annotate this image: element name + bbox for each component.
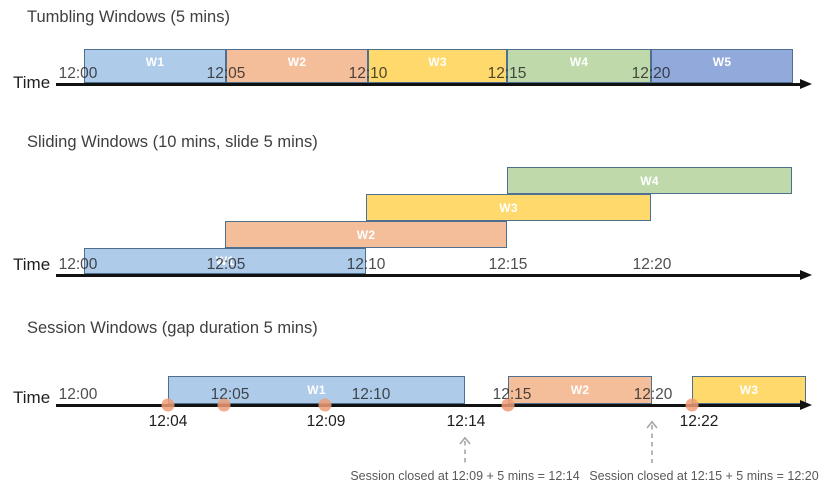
window-w3: W3: [368, 49, 507, 83]
window-w2: W2: [225, 221, 507, 248]
time-tick-label: 12:00: [58, 385, 98, 403]
event-dot: [318, 398, 332, 412]
window-label: W4: [569, 55, 589, 69]
window-label: W1: [145, 55, 165, 69]
time-tick-label: 12:05: [206, 255, 246, 273]
window-label: W2: [356, 227, 376, 242]
time-tick-label: 12:10: [348, 64, 388, 82]
event-time-label: 12:09: [306, 413, 346, 430]
window-w3: W3: [366, 194, 651, 221]
time-tick-label: 12:20: [631, 64, 671, 82]
time-tick-label: 12:00: [58, 64, 98, 82]
window-label: W2: [287, 55, 307, 69]
dashed-up-arrow-icon: [459, 436, 471, 463]
window-w1: W1: [84, 49, 226, 83]
window-w2: W2: [508, 376, 652, 404]
window-label: W3: [499, 200, 518, 215]
event-time-label: 12:14: [446, 413, 486, 430]
event-dot: [161, 398, 175, 412]
section-title: Session Windows (gap duration 5 mins): [27, 319, 318, 337]
window-w2: W2: [226, 49, 368, 83]
event-time-label: 12:04: [148, 413, 188, 430]
time-tick-label: 12:20: [633, 385, 673, 403]
window-w1: W1: [168, 376, 465, 404]
event-time-label: 12:22: [679, 413, 719, 430]
time-axis-line: [56, 274, 800, 277]
dashed-up-arrow-icon: [646, 420, 658, 463]
window-w4: W4: [507, 167, 792, 194]
time-tick-label: 12:10: [351, 385, 391, 403]
event-dot: [217, 398, 231, 412]
time-tick-label: 12:00: [58, 255, 98, 273]
time-tick-label: 12:15: [488, 255, 528, 273]
axis-arrowhead-icon: [800, 270, 812, 281]
time-axis-line: [56, 83, 800, 86]
time-axis-label: Time: [13, 388, 51, 407]
window-label: W3: [428, 55, 447, 69]
window-label: W3: [739, 383, 759, 397]
window-label: W1: [215, 254, 235, 268]
section-title: Tumbling Windows (5 mins): [27, 8, 230, 26]
event-dot: [685, 398, 699, 412]
time-tick-label: 12:15: [492, 385, 532, 403]
time-axis-line: [56, 404, 800, 407]
window-w1: W1: [84, 248, 366, 274]
axis-arrowhead-icon: [800, 79, 812, 90]
event-dot: [501, 398, 515, 412]
time-tick-label: 12:05: [210, 385, 250, 403]
time-tick-label: 12:20: [632, 255, 672, 273]
window-label: W5: [712, 55, 732, 69]
section-title: Sliding Windows (10 mins, slide 5 mins): [27, 133, 318, 151]
window-label: W2: [570, 383, 590, 397]
window-w3: W3: [692, 376, 806, 404]
session-close-annotation: Session closed at 12:09 + 5 mins = 12:14: [350, 469, 580, 483]
time-tick-label: 12:10: [346, 255, 386, 273]
time-axis-label: Time: [13, 255, 51, 274]
time-tick-label: 12:15: [487, 64, 527, 82]
window-label: W1: [307, 383, 326, 397]
axis-arrowhead-icon: [800, 400, 812, 411]
time-tick-label: 12:05: [206, 64, 246, 82]
window-w5: W5: [651, 49, 793, 83]
window-w4: W4: [507, 49, 651, 83]
window-label: W4: [640, 173, 659, 188]
time-axis-label: Time: [13, 73, 51, 92]
session-close-annotation: Session closed at 12:15 + 5 mins = 12:20: [589, 469, 819, 483]
